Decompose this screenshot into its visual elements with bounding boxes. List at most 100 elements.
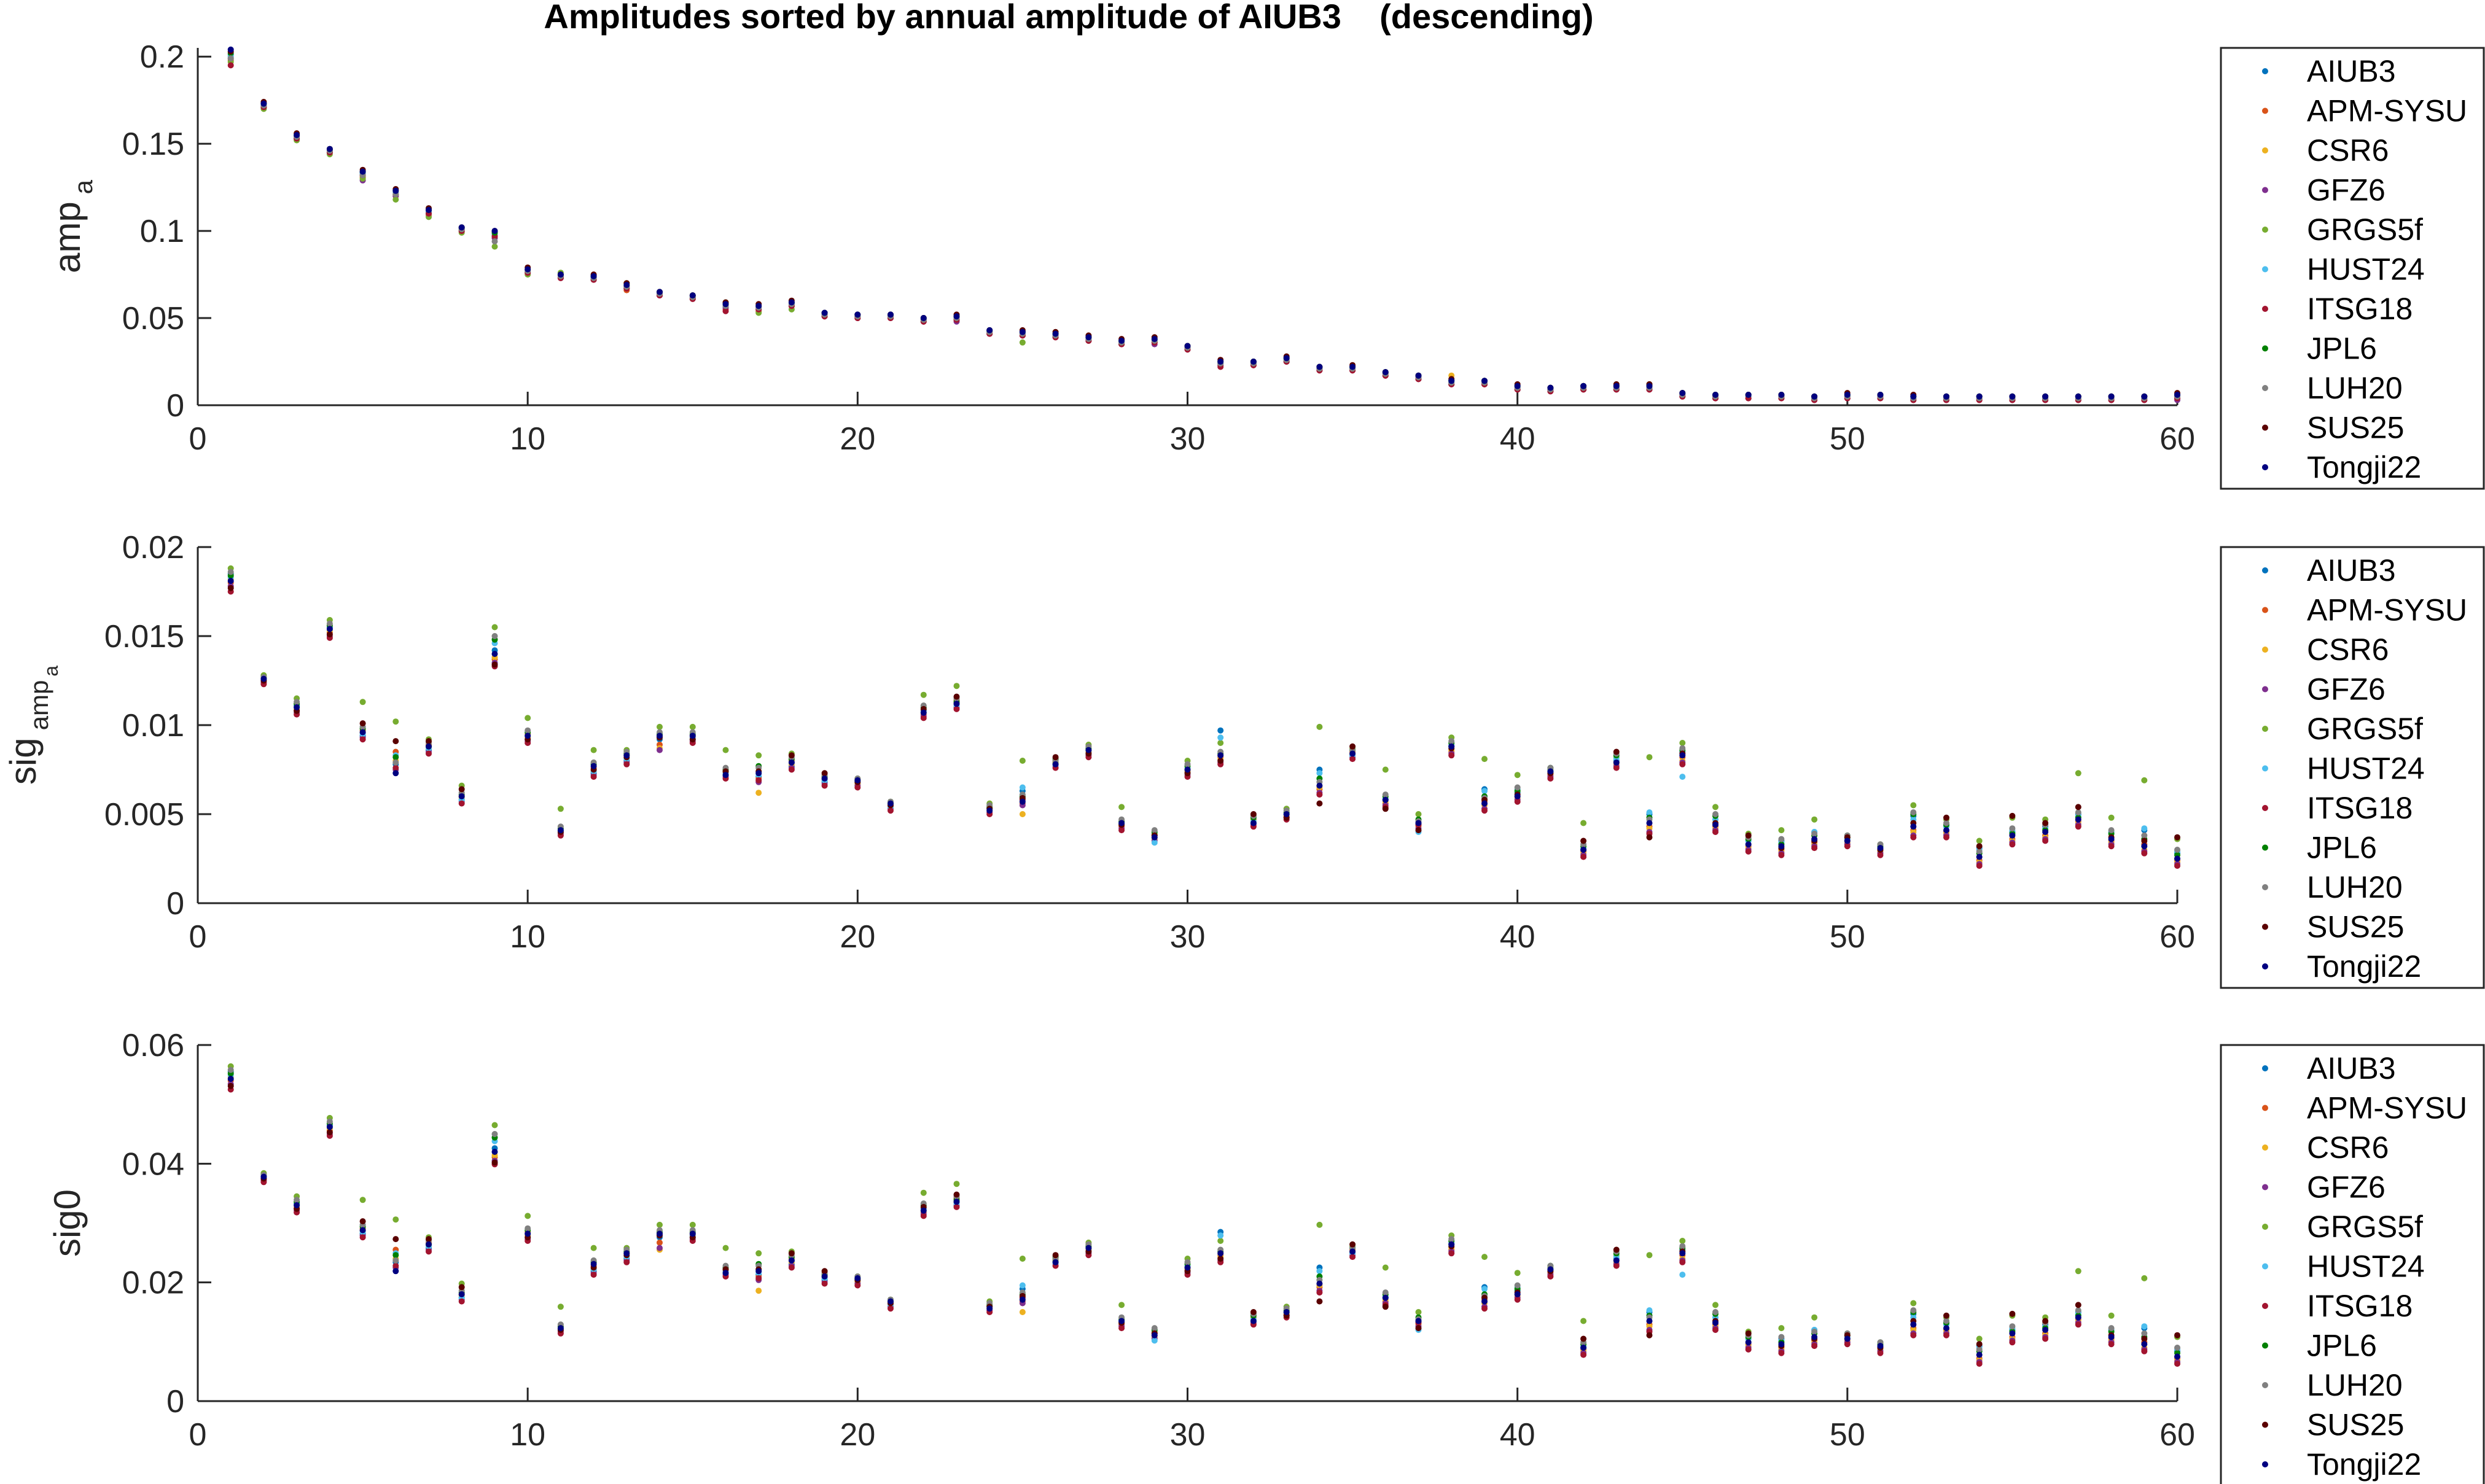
data-point-luh20 (1943, 820, 1949, 826)
legend-entry: APM-SYSU (2307, 94, 2467, 128)
data-point-csr6 (1019, 1309, 1026, 1315)
data-point-hust24 (2141, 1323, 2148, 1330)
data-point-tongji22 (1613, 759, 1620, 766)
data-point-hust24 (1151, 839, 1158, 846)
legend-marker (2262, 1382, 2268, 1388)
data-point-tongji22 (1085, 1245, 1092, 1251)
data-point-itsg18 (1316, 1289, 1323, 1296)
data-point-tongji22 (2141, 1341, 2148, 1348)
x-tick-label: 10 (510, 421, 545, 457)
data-point-grgs5f (1118, 1302, 1125, 1308)
data-point-luh20 (227, 569, 234, 575)
legend-marker (2262, 1421, 2268, 1428)
data-point-tongji22 (657, 1230, 663, 1237)
data-point-luh20 (1448, 1236, 1455, 1243)
data-point-grgs5f (1580, 1318, 1587, 1324)
data-point-tongji22 (525, 266, 531, 273)
data-point-tongji22 (1349, 1248, 1356, 1255)
x-tick-label: 30 (1170, 421, 1206, 457)
data-point-tongji22 (458, 793, 465, 799)
data-point-sus25 (227, 1082, 234, 1089)
data-point-hust24 (1151, 1337, 1158, 1344)
data-point-jpl6 (392, 754, 399, 761)
data-point-tongji22 (1976, 1351, 1983, 1358)
data-point-itsg18 (953, 705, 960, 712)
data-point-grgs5f (392, 1216, 399, 1223)
data-point-luh20 (392, 759, 399, 766)
data-point-itsg18 (1811, 1343, 1818, 1350)
data-point-itsg18 (2108, 843, 2115, 850)
legend-marker (2262, 765, 2268, 772)
data-point-gfz6 (657, 747, 663, 753)
data-point-grgs5f (1910, 1300, 1917, 1307)
data-point-gfz6 (657, 1245, 663, 1251)
legend-entry: JPL6 (2307, 831, 2377, 865)
data-point-sus25 (426, 738, 432, 745)
data-point-tongji22 (1679, 752, 1686, 759)
data-point-tongji22 (1481, 800, 1488, 807)
y-axis-label-subscript: amp (25, 680, 53, 731)
data-point-tongji22 (986, 807, 993, 814)
data-point-sus25 (2141, 1335, 2148, 1342)
data-point-grgs5f (2075, 770, 2081, 777)
data-point-luh20 (525, 1225, 531, 1232)
data-point-tongji22 (1778, 843, 1785, 850)
data-point-tongji22 (1448, 1241, 1455, 1248)
data-point-grgs5f (1778, 1325, 1785, 1332)
legend-entry: HUST24 (2307, 752, 2425, 786)
y-tick-label: 0.015 (104, 619, 184, 655)
data-point-itsg18 (2075, 1321, 2081, 1328)
data-point-tongji22 (1382, 1294, 1389, 1301)
data-point-itsg18 (458, 800, 465, 807)
data-point-sus25 (1250, 1309, 1257, 1315)
data-point-itsg18 (1811, 845, 1818, 852)
data-point-grgs5f (1382, 1264, 1389, 1271)
data-point-grgs5f (491, 1122, 498, 1129)
data-point-grgs5f (953, 1181, 960, 1187)
data-point-itsg18 (1910, 1332, 1917, 1338)
y-axis-label: sig amp a (2, 666, 62, 785)
data-point-itsg18 (1448, 1250, 1455, 1257)
data-point-tongji22 (1943, 1325, 1949, 1332)
data-point-grgs5f (722, 747, 729, 753)
y-axis-label-subsubscript: a (40, 666, 62, 677)
data-point-grgs5f (1118, 804, 1125, 810)
data-point-sus25 (1349, 1241, 1356, 1248)
legend-marker (2262, 1065, 2268, 1071)
data-point-itsg18 (788, 1264, 795, 1271)
data-point-itsg18 (1679, 761, 1686, 767)
data-point-tongji22 (557, 1325, 564, 1332)
data-point-luh20 (2174, 847, 2180, 853)
data-point-sus25 (1415, 827, 1422, 834)
data-point-tongji22 (1019, 798, 1026, 805)
data-point-itsg18 (590, 1272, 597, 1278)
data-point-tongji22 (1778, 392, 1785, 398)
data-point-tongji22 (1910, 1321, 1917, 1328)
data-point-tongji22 (888, 1298, 894, 1305)
legend-entry: GRGS5f (2307, 212, 2423, 247)
data-point-tongji22 (1547, 1266, 1554, 1273)
data-point-tongji22 (953, 313, 960, 320)
legend-entry: GFZ6 (2307, 1170, 2386, 1205)
data-point-grgs5f (1382, 766, 1389, 773)
data-point-tongji22 (1118, 338, 1125, 344)
subplot-2: 0 10 20 30 40 50 60 0 0.005 0.01 0.015 0.02 sig amp a A… (2, 530, 2485, 989)
data-point-tongji22 (920, 1207, 927, 1214)
data-point-tongji22 (1844, 1335, 1851, 1342)
data-point-tongji22 (2108, 393, 2115, 400)
legend-entry: HUST24 (2307, 252, 2425, 287)
data-point-tongji22 (854, 1275, 861, 1281)
data-point-sus25 (1217, 1256, 1224, 1262)
data-point-itsg18 (392, 1262, 399, 1269)
legend-marker (2262, 567, 2268, 573)
legend-marker (2262, 345, 2268, 352)
data-point-luh20 (1778, 1334, 1785, 1340)
data-point-itsg18 (1712, 829, 1718, 835)
data-point-tongji22 (1217, 752, 1224, 759)
data-point-itsg18 (227, 62, 234, 69)
data-point-tongji22 (392, 1268, 399, 1275)
legend-entry: HUST24 (2307, 1249, 2425, 1284)
data-point-tongji22 (426, 743, 432, 750)
data-point-tongji22 (2174, 392, 2180, 398)
legend-entry: LUH20 (2307, 371, 2403, 405)
